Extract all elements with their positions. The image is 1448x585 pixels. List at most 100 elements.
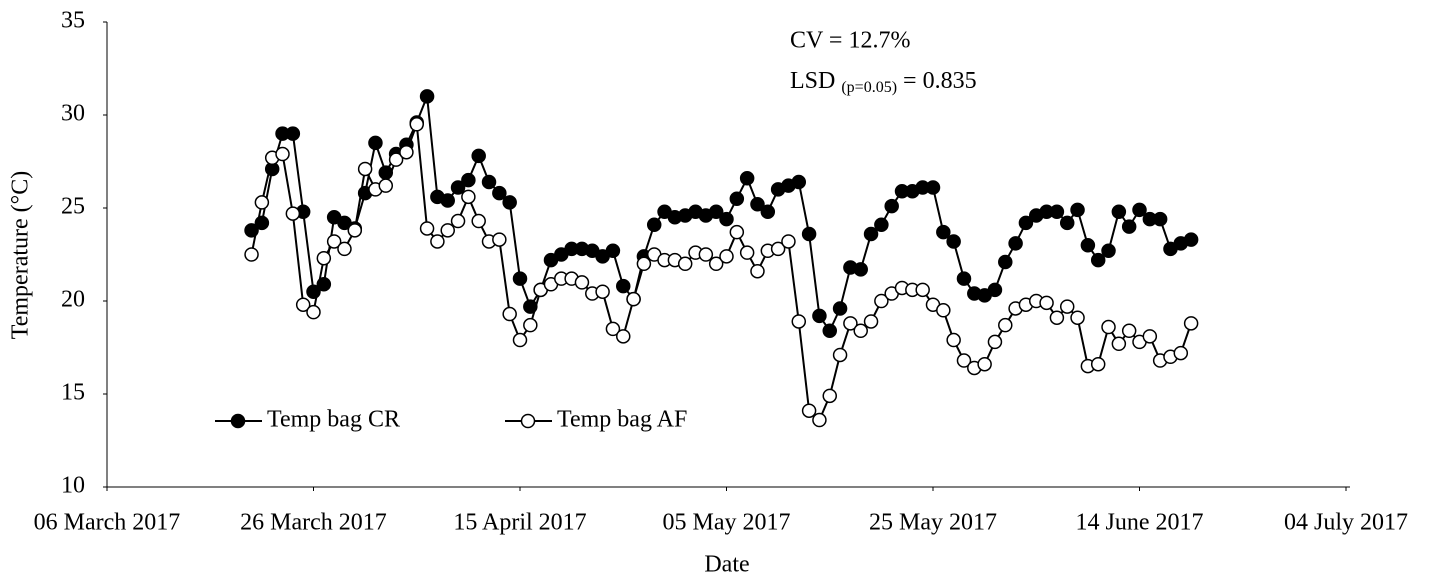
data-point xyxy=(440,193,455,208)
data-point xyxy=(863,226,879,242)
data-point xyxy=(750,197,765,212)
data-point xyxy=(987,282,1003,298)
data-point xyxy=(450,180,466,195)
data-point xyxy=(843,316,858,331)
annotation: CV = 12.7% xyxy=(790,28,910,54)
annotation-tail: = 0.835 xyxy=(903,68,977,94)
x-tick-label: 14 June 2017 xyxy=(1076,510,1204,536)
data-point xyxy=(770,241,786,257)
data-point xyxy=(419,221,435,236)
data-point xyxy=(337,241,352,257)
data-point xyxy=(853,262,868,277)
data-point xyxy=(1080,237,1096,253)
data-point xyxy=(481,174,497,190)
legend-label: Temp bag CR xyxy=(267,407,400,433)
data-point xyxy=(801,403,817,418)
data-point xyxy=(822,388,837,404)
data-point xyxy=(998,317,1013,333)
data-point xyxy=(646,217,662,232)
data-point xyxy=(946,234,961,249)
y-tick-label: 10 xyxy=(61,473,85,499)
data-point xyxy=(801,226,817,242)
data-point xyxy=(461,189,476,205)
data-point xyxy=(925,180,941,195)
data-point xyxy=(326,234,342,249)
data-point xyxy=(1111,336,1127,352)
data-point xyxy=(998,254,1013,270)
data-point xyxy=(595,284,610,299)
data-point xyxy=(729,224,745,240)
data-point xyxy=(502,306,517,322)
data-point xyxy=(388,152,404,167)
data-point xyxy=(626,291,641,307)
data-point xyxy=(399,144,414,160)
data-point xyxy=(977,356,992,372)
data-point xyxy=(605,243,621,259)
data-point xyxy=(1049,204,1065,219)
x-tick-label: 06 March 2017 xyxy=(34,510,181,536)
data-point xyxy=(605,321,621,337)
data-point xyxy=(409,117,424,132)
data-point xyxy=(492,232,507,247)
data-point xyxy=(863,314,879,329)
data-point xyxy=(1121,219,1137,234)
data-point xyxy=(285,126,301,141)
data-point xyxy=(791,174,807,190)
data-point xyxy=(502,195,517,210)
data-point xyxy=(1059,299,1075,314)
data-point xyxy=(1070,310,1085,325)
data-point xyxy=(1039,295,1054,311)
data-point xyxy=(471,148,486,164)
data-point xyxy=(419,89,435,104)
data-point xyxy=(1090,356,1106,372)
data-point xyxy=(822,323,837,339)
data-point xyxy=(1152,211,1168,227)
y-tick-label: 35 xyxy=(61,8,85,34)
x-tick-label: 15 April 2017 xyxy=(453,510,586,536)
x-tick-label: 26 March 2017 xyxy=(240,510,387,536)
data-point xyxy=(1049,310,1065,325)
data-point xyxy=(316,277,332,292)
data-point xyxy=(492,185,507,201)
y-tick-label: 30 xyxy=(61,101,85,127)
data-point xyxy=(812,308,827,324)
data-point xyxy=(316,250,332,266)
data-point xyxy=(791,314,807,329)
data-point xyxy=(1132,202,1147,218)
x-tick-label: 04 July 2017 xyxy=(1284,510,1408,536)
data-point xyxy=(440,223,455,238)
data-point xyxy=(295,297,311,312)
data-point xyxy=(987,334,1003,350)
data-point xyxy=(750,263,765,279)
annotation-main: LSD xyxy=(790,68,835,94)
data-point xyxy=(812,412,827,428)
data-point xyxy=(760,204,776,219)
data-point xyxy=(461,172,476,188)
data-point xyxy=(523,317,538,333)
data-point xyxy=(708,204,724,219)
data-point xyxy=(874,217,889,232)
data-point xyxy=(708,256,724,272)
data-point xyxy=(616,278,631,294)
data-point xyxy=(1183,316,1199,331)
data-point xyxy=(512,332,528,348)
data-point xyxy=(306,304,321,320)
data-point xyxy=(275,146,290,162)
data-point xyxy=(853,323,868,339)
data-point xyxy=(946,332,961,348)
data-point xyxy=(729,191,745,206)
data-point xyxy=(1142,329,1158,344)
data-point xyxy=(739,245,755,260)
x-tick-label: 25 May 2017 xyxy=(869,510,997,536)
data-point xyxy=(1111,204,1127,219)
data-point xyxy=(698,247,714,262)
legend-marker xyxy=(520,413,536,429)
data-point xyxy=(719,211,734,227)
data-point xyxy=(430,234,445,249)
data-point xyxy=(936,224,951,240)
legend-label: Temp bag AF xyxy=(557,407,687,433)
annotation: LSD (p=0.05) = 0.835 xyxy=(790,68,977,100)
data-point xyxy=(450,213,466,229)
data-point xyxy=(1101,243,1116,259)
